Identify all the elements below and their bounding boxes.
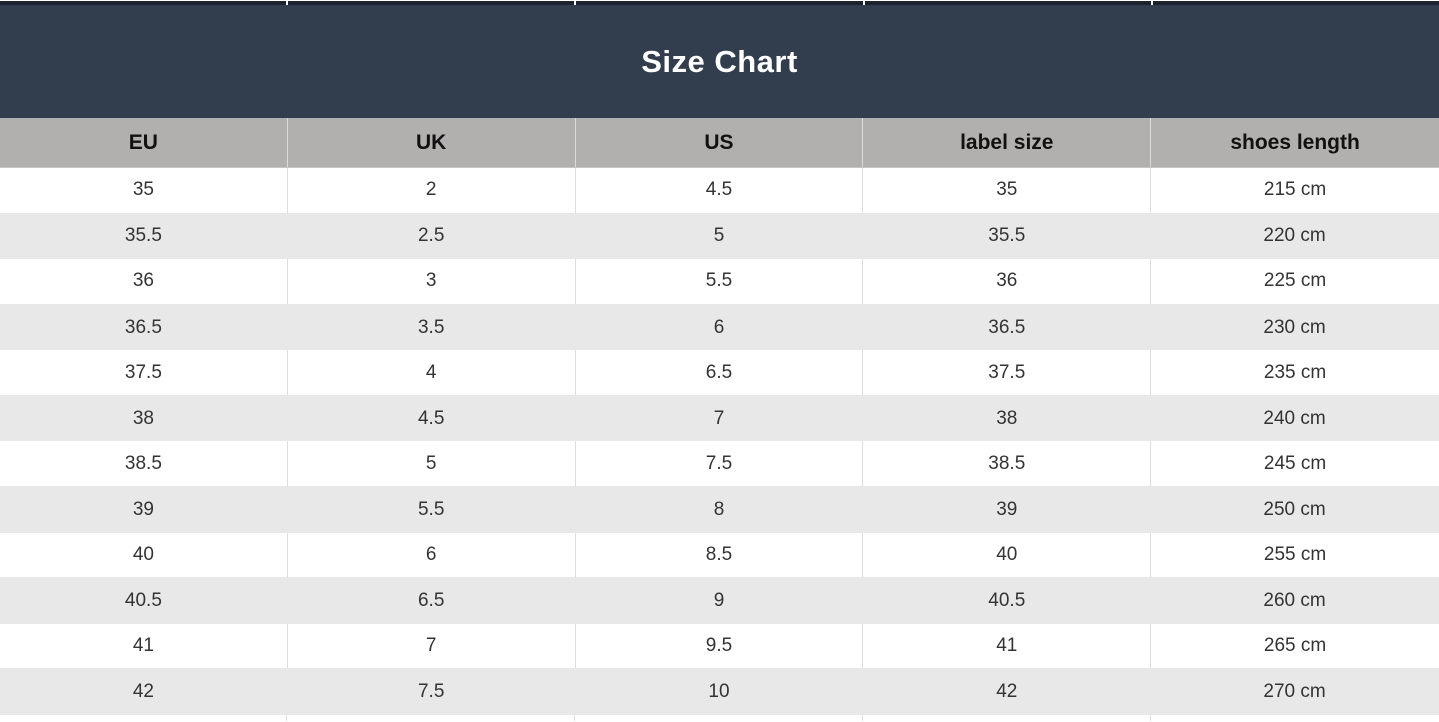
table-cell: 41 [0,623,288,670]
table-cell: 36.5 [988,316,1026,338]
table-cell: 2 [287,168,576,214]
table-row: 38.5 5 7.5 38.5 245 cm [0,441,1439,488]
bottom-strip-segment [288,715,575,721]
top-strip-segment [864,1,1151,5]
header-cell: UK [288,118,576,167]
table-cell: 4.5 [417,407,445,429]
table-cell: 35 [863,168,1152,214]
header-cell: US [576,118,864,167]
bottom-strip-segment [0,715,287,721]
table-cell: 7.5 [575,441,864,488]
top-strip [0,1,1439,5]
table-cell: 39 [996,498,1018,520]
table-cell: 235 cm [1151,350,1439,396]
table-cell: 40.5 [988,589,1026,611]
table-cell: 9.5 [575,623,864,670]
header-cell: EU [0,118,288,167]
table-cell: 39 [132,498,154,520]
table-cell: 41 [863,623,1152,670]
header-cell: label size [863,118,1152,167]
table-cell: 6 [713,316,725,338]
table-cell: 265 cm [1151,624,1439,670]
top-strip-segment [0,1,287,5]
table-row: 42 7.5 10 42 270 cm [0,669,1439,715]
table-cell: 5.5 [575,259,864,305]
table-cell: 250 cm [1263,498,1326,520]
table-cell: 8 [713,498,725,520]
table-cell: 40.5 [124,589,162,611]
table-row: 38 4.5 7 38 240 cm [0,395,1439,442]
title-band: Size Chart [0,0,1439,118]
table-cell: 36 [0,259,288,305]
table-cell: 3 [287,259,576,305]
table-cell: 40 [0,532,288,579]
table-row: 40 6 8.5 40 255 cm [0,532,1439,579]
table-cell: 240 cm [1263,407,1326,429]
table-cell: 7.5 [417,681,445,703]
table-cell: 36 [863,259,1152,305]
table-cell: 38 [132,407,154,429]
table-cell: 4 [287,350,576,396]
table-cell: 6 [287,532,576,579]
table-row: 37.5 4 6.5 37.5 235 cm [0,350,1439,396]
header-cell: shoes length [1230,130,1360,154]
table-row: 39 5.5 8 39 250 cm [0,487,1439,533]
table-cell: 225 cm [1151,259,1439,305]
column-header-row: EU UK US label size shoes length [0,118,1439,168]
table-cell: 245 cm [1151,441,1439,488]
table-cell: 2.5 [417,225,445,247]
top-strip-segment [288,1,575,5]
table-cell: 35 [0,168,288,214]
table-cell: 230 cm [1263,316,1326,338]
table-cell: 7 [287,623,576,670]
table-cell: 40 [863,532,1152,579]
table-cell: 4.5 [575,168,864,214]
table-cell: 220 cm [1263,225,1326,247]
table-row: 40.5 6.5 9 40.5 260 cm [0,578,1439,624]
table-cell: 255 cm [1151,533,1439,579]
table-cell: 10 [708,681,730,703]
table-cell: 7 [713,407,725,429]
table-cell: 3.5 [417,316,445,338]
table-cell: 36.5 [124,316,162,338]
table-cell: 42 [132,681,154,703]
table-cell: 5 [713,225,725,247]
table-cell: 37.5 [0,350,288,396]
table-cell: 5.5 [417,498,445,520]
table-cell: 6.5 [417,589,445,611]
bottom-strip-segment [1152,715,1439,721]
table-row: 36 3 5.5 36 225 cm [0,259,1439,305]
table-cell: 42 [996,681,1018,703]
table-cell: 38.5 [863,441,1152,488]
table-cell: 260 cm [1263,589,1326,611]
table-row: 35 2 4.5 35 215 cm [0,168,1439,214]
table-cell: 270 cm [1263,681,1326,703]
table-row: 35.5 2.5 5 35.5 220 cm [0,213,1439,260]
table-cell: 37.5 [863,350,1152,396]
bottom-strip-segment [576,715,863,721]
table-cell: 215 cm [1151,168,1439,214]
table-cell: 5 [287,441,576,488]
table-cell: 8.5 [575,532,864,579]
bottom-strip-segment [864,715,1151,721]
bottom-strip [0,715,1439,721]
table-cell: 6.5 [575,350,864,396]
table-cell: 35.5 [988,225,1026,247]
top-strip-segment [1152,1,1439,5]
table-cell: 9 [713,589,725,611]
top-strip-segment [576,1,863,5]
table-row: 41 7 9.5 41 265 cm [0,623,1439,670]
table-cell: 38.5 [0,441,288,488]
page-title: Size Chart [641,43,798,79]
table-row: 36.5 3.5 6 36.5 230 cm [0,304,1439,351]
table-body: 35 2 4.5 35 215 cm 35.5 2.5 5 35.5 220 cm 36 3 5.5 36… [0,168,1439,715]
table-cell: 35.5 [124,225,162,247]
table-cell: 38 [996,407,1018,429]
title-background: Size Chart [0,5,1439,118]
